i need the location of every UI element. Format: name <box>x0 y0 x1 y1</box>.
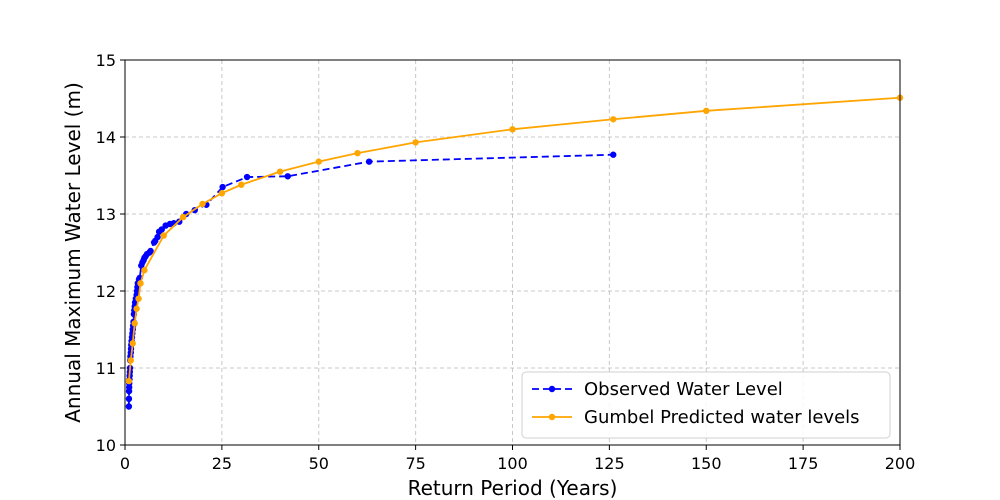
series-2-point <box>127 357 135 364</box>
y-axis-ticks: 10 11 12 13 14 15 <box>96 51 125 455</box>
x-tick-label: 125 <box>594 454 625 473</box>
x-axis-title: Return Period (Years) <box>408 476 618 500</box>
legend-label: Observed Water Level <box>584 379 783 400</box>
series-2-point <box>276 168 284 175</box>
x-tick-label: 175 <box>788 454 819 473</box>
series-1-point <box>125 395 133 402</box>
series-1-point <box>243 173 251 181</box>
series-2-point <box>238 181 245 188</box>
legend-swatch-marker <box>548 385 556 393</box>
series-1-point <box>154 233 161 241</box>
series-2-point <box>703 107 710 115</box>
y-axis-title: Annual Maximum Water Level (m) <box>61 82 85 423</box>
x-tick-label: 200 <box>885 454 916 473</box>
series-2-point <box>125 377 133 385</box>
x-tick-label: 50 <box>309 454 329 473</box>
series-2-point <box>135 295 142 302</box>
series-1-point <box>365 158 373 165</box>
legend-box <box>521 371 891 439</box>
series-2-point <box>141 267 148 274</box>
series-1-point <box>284 173 291 180</box>
series-2-point <box>218 190 226 197</box>
series-2-point <box>509 126 516 133</box>
series-1-point <box>219 183 226 191</box>
series-2-point <box>131 320 138 327</box>
series-2-point <box>133 305 140 312</box>
x-tick-label: 100 <box>497 454 528 473</box>
grid-lines <box>125 60 900 445</box>
x-tick-label: 75 <box>405 454 425 473</box>
legend: Observed Water Level Gumbel Predicted wat… <box>521 371 891 439</box>
series-2-point <box>199 200 206 208</box>
y-tick-label: 12 <box>96 282 116 301</box>
series-2-point <box>610 116 617 123</box>
x-axis-ticks: 0 25 50 75 100 125 150 175 200 <box>120 445 915 473</box>
series-1-point <box>610 151 617 158</box>
x-tick-label: 25 <box>212 454 232 473</box>
series-2-point <box>129 340 136 347</box>
series-2-point <box>137 280 144 287</box>
y-tick-label: 15 <box>96 51 116 70</box>
x-tick-label: 0 <box>120 454 130 473</box>
y-tick-label: 10 <box>96 436 116 455</box>
series-1-point <box>147 247 154 255</box>
series-2-point <box>412 139 419 146</box>
series-layer <box>125 94 904 410</box>
series-1-point <box>125 403 133 410</box>
legend-swatch-marker <box>548 413 556 421</box>
y-tick-label: 11 <box>96 359 116 378</box>
series-2-point <box>179 213 187 221</box>
series-2-point <box>315 158 322 165</box>
series-2 <box>125 94 904 385</box>
y-tick-label: 14 <box>96 128 116 147</box>
x-tick-label: 150 <box>691 454 722 473</box>
series-2-point <box>354 149 361 157</box>
y-tick-label: 13 <box>96 205 116 224</box>
series-2-point <box>160 232 167 239</box>
legend-label: Gumbel Predicted water levels <box>584 407 860 428</box>
